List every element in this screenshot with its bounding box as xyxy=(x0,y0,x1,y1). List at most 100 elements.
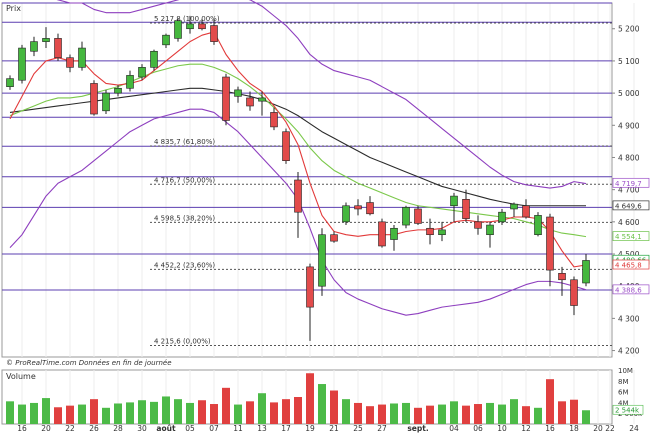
candle-down xyxy=(294,179,302,213)
date-tick-label: 11 xyxy=(233,424,243,433)
date-tick-label: 22 xyxy=(605,424,615,433)
candle-down xyxy=(462,199,470,219)
volume-bar xyxy=(462,405,470,424)
date-tick-label: 18 xyxy=(569,424,579,433)
volume-bar xyxy=(42,398,50,424)
volume-bar xyxy=(366,406,374,424)
date-tick-label: 04 xyxy=(449,424,459,433)
fib-label: 4 716,7 (50,00%) xyxy=(154,176,215,184)
volume-bar xyxy=(246,401,254,424)
price-tick-label: 4 200 xyxy=(618,347,640,356)
volume-bar xyxy=(18,404,26,424)
candle-down xyxy=(354,205,362,210)
volume-bar xyxy=(270,402,278,424)
date-tick-label: 06 xyxy=(473,424,483,433)
volume-bar xyxy=(546,379,554,424)
price-tick-label: 5 200 xyxy=(618,25,640,34)
candle-down xyxy=(522,205,530,218)
volume-panel-label: Volume xyxy=(6,372,36,381)
price-panel xyxy=(1,2,635,358)
volume-bar xyxy=(234,404,242,424)
volume-bar xyxy=(414,407,422,424)
fib-label: 4 215,6 (0,00%) xyxy=(154,338,211,346)
volume-bar xyxy=(378,404,386,424)
date-tick-label: 05 xyxy=(185,424,195,433)
price-tick-label: 4 700 xyxy=(618,186,640,195)
candle-up xyxy=(150,50,158,68)
volume-bar xyxy=(498,404,506,424)
candle-down xyxy=(282,131,290,161)
volume-bar xyxy=(570,399,578,424)
date-tick-label: 12 xyxy=(521,424,531,433)
date-tick-label: 10 xyxy=(497,424,507,433)
candle-down xyxy=(90,83,98,115)
candle-down xyxy=(66,57,74,68)
date-tick-label: 20 xyxy=(41,424,51,433)
price-tick-label: 4 500 xyxy=(618,250,640,259)
price-badge-label: 4 719,7 xyxy=(615,180,642,188)
volume-bar xyxy=(174,399,182,424)
candle-up xyxy=(102,92,110,112)
candle-up xyxy=(510,203,518,210)
candle-up xyxy=(186,23,194,30)
date-tick-label: 25 xyxy=(353,424,363,433)
date-tick-label: sept. xyxy=(407,424,429,433)
volume-bar xyxy=(426,405,434,424)
volume-bars xyxy=(6,373,590,424)
volume-bar xyxy=(282,399,290,424)
volume-bar xyxy=(126,402,134,424)
volume-tick-label: 8M xyxy=(618,378,629,386)
volume-bar xyxy=(402,402,410,424)
volume-bar xyxy=(150,401,158,424)
candle-down xyxy=(222,76,230,121)
candle-up xyxy=(6,78,14,87)
date-tick-label: août xyxy=(156,424,176,433)
volume-bar xyxy=(222,387,230,424)
volume-bar xyxy=(486,402,494,424)
fib-label: 5 217,8 (100,00%) xyxy=(154,15,220,23)
volume-bar xyxy=(78,404,86,424)
candle-up xyxy=(114,87,122,94)
date-tick-label: 20 xyxy=(593,424,603,433)
price-tick-label: 4 800 xyxy=(618,153,640,162)
volume-bar xyxy=(474,404,482,424)
volume-bar xyxy=(450,401,458,424)
candle-down xyxy=(570,279,578,306)
volume-tick-label: 6M xyxy=(618,389,629,397)
candle-down xyxy=(546,216,554,271)
bollinger-upper-line xyxy=(56,0,587,189)
volume-bar xyxy=(54,407,62,424)
price-tick-label: 4 600 xyxy=(618,218,640,227)
date-tick-label: 19 xyxy=(305,424,315,433)
volume-bar xyxy=(30,402,38,424)
volume-bar xyxy=(294,397,302,424)
volume-bar xyxy=(354,402,362,424)
date-tick-label: 22 xyxy=(65,424,75,433)
volume-tick-label: 4M xyxy=(618,399,629,407)
candle-down xyxy=(306,266,314,308)
candle-down xyxy=(198,23,206,30)
candle-up xyxy=(498,211,506,223)
candle-up xyxy=(402,207,410,226)
volume-bar xyxy=(438,404,446,424)
fib-label: 4 598,5 (38,20%) xyxy=(154,214,215,222)
price-badge xyxy=(612,177,650,188)
candle-up xyxy=(390,227,398,240)
volume-bar xyxy=(162,396,170,424)
candle-down xyxy=(426,227,434,236)
price-badge-label: 4 554,1 xyxy=(615,233,642,241)
date-tick-label: 26 xyxy=(89,424,99,433)
volume-bar xyxy=(138,400,146,424)
candle-up xyxy=(234,89,242,97)
price-badge xyxy=(612,259,650,270)
candle-up xyxy=(18,47,26,81)
fib-label: 4 452,2 (23,60%) xyxy=(154,261,215,269)
volume-bar xyxy=(66,405,74,424)
candle-up xyxy=(126,75,134,89)
candle-up xyxy=(342,205,350,223)
volume-bar xyxy=(102,407,110,424)
price-badge xyxy=(612,200,650,211)
